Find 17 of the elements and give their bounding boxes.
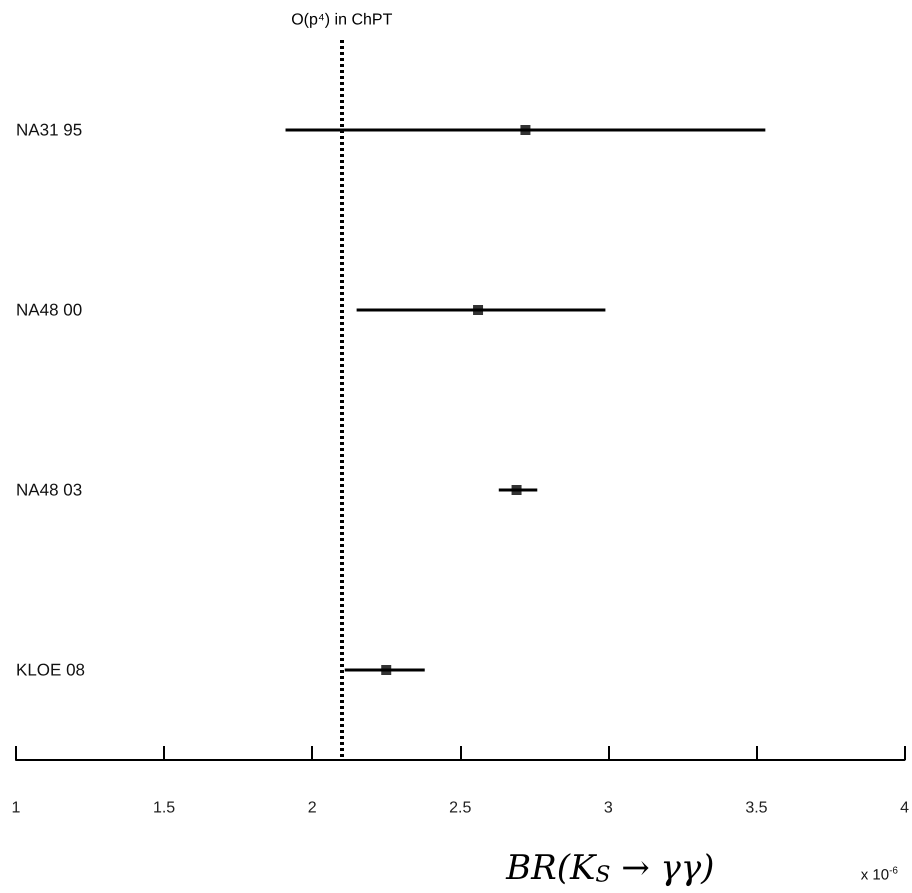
x-tick-label: 4 — [900, 800, 910, 816]
y-tick-label: NA48 03 — [16, 480, 82, 500]
point — [520, 125, 530, 135]
point — [381, 665, 392, 675]
y-tick-label: NA48 00 — [16, 300, 82, 320]
x-tick-label: 1 — [12, 800, 21, 816]
point — [512, 485, 522, 495]
y-tick-label: NA31 95 — [16, 120, 82, 140]
x-tick-label: 1.5 — [152, 800, 176, 816]
ref-line-label: O(p⁴) in ChPT — [291, 12, 393, 28]
x-tick-label: 2.5 — [449, 800, 472, 816]
x-tick-label: 3.5 — [745, 800, 768, 816]
x-tick-label: 2 — [308, 800, 317, 816]
point — [473, 305, 484, 315]
y-tick-label: KLOE 08 — [16, 660, 85, 680]
x-tick-label: 3 — [604, 800, 613, 816]
x-axis-title: BR(KS → γγ) — [505, 848, 714, 888]
